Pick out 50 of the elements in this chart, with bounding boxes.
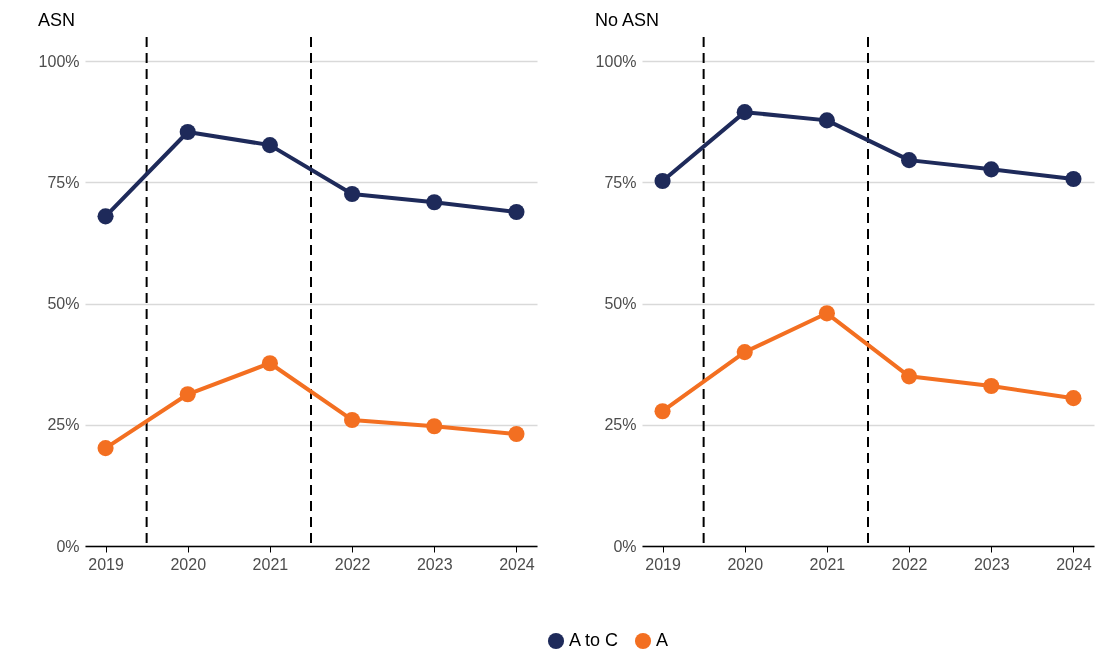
point — [97, 208, 114, 225]
point — [983, 161, 1000, 178]
point — [818, 305, 835, 322]
x-tick-label: 2019 — [88, 555, 124, 573]
point — [901, 152, 918, 169]
point — [261, 355, 278, 372]
x-tick-label: 2020 — [727, 555, 764, 573]
point — [818, 112, 835, 129]
y-tick-label: 25% — [604, 416, 637, 434]
y-tick-label: 25% — [47, 416, 80, 434]
y-tick-label: 50% — [47, 295, 80, 313]
chart-title: ASN — [38, 10, 76, 30]
y-tick-label: 100% — [595, 52, 637, 70]
point — [97, 440, 114, 457]
y-tick-label: 50% — [604, 295, 637, 313]
point — [426, 418, 443, 435]
point — [983, 377, 1000, 395]
point — [736, 104, 753, 121]
y-tick-label: 0% — [613, 537, 637, 555]
x-tick-label: 2021 — [252, 555, 289, 573]
point — [1065, 170, 1082, 188]
point — [508, 203, 525, 221]
point — [179, 123, 196, 141]
y-tick-label: 75% — [604, 173, 637, 191]
x-tick-label: 2022 — [891, 555, 928, 573]
point — [901, 368, 918, 385]
y-tick-label: 75% — [47, 173, 80, 191]
point — [1065, 390, 1082, 407]
point — [654, 403, 671, 420]
x-tick-label: 2019 — [645, 555, 681, 573]
legend-label: A — [656, 630, 669, 650]
x-tick-label: 2023 — [973, 555, 1010, 573]
x-tick-label: 2022 — [334, 555, 371, 573]
point — [179, 386, 196, 403]
y-tick-label: 0% — [56, 537, 80, 555]
point — [426, 194, 443, 211]
point — [654, 172, 671, 190]
x-tick-label: 2020 — [170, 555, 207, 573]
legend-label: A to C — [569, 630, 619, 650]
point — [736, 344, 753, 361]
y-tick-label: 100% — [38, 52, 80, 70]
x-tick-label: 2023 — [416, 555, 453, 573]
point — [344, 186, 361, 203]
x-tick-label: 2024 — [499, 555, 535, 573]
x-tick-label: 2021 — [809, 555, 846, 573]
point — [261, 137, 278, 154]
point — [344, 411, 361, 429]
point — [508, 425, 525, 443]
chart-title: No ASN — [595, 10, 660, 30]
x-tick-label: 2024 — [1056, 555, 1092, 573]
